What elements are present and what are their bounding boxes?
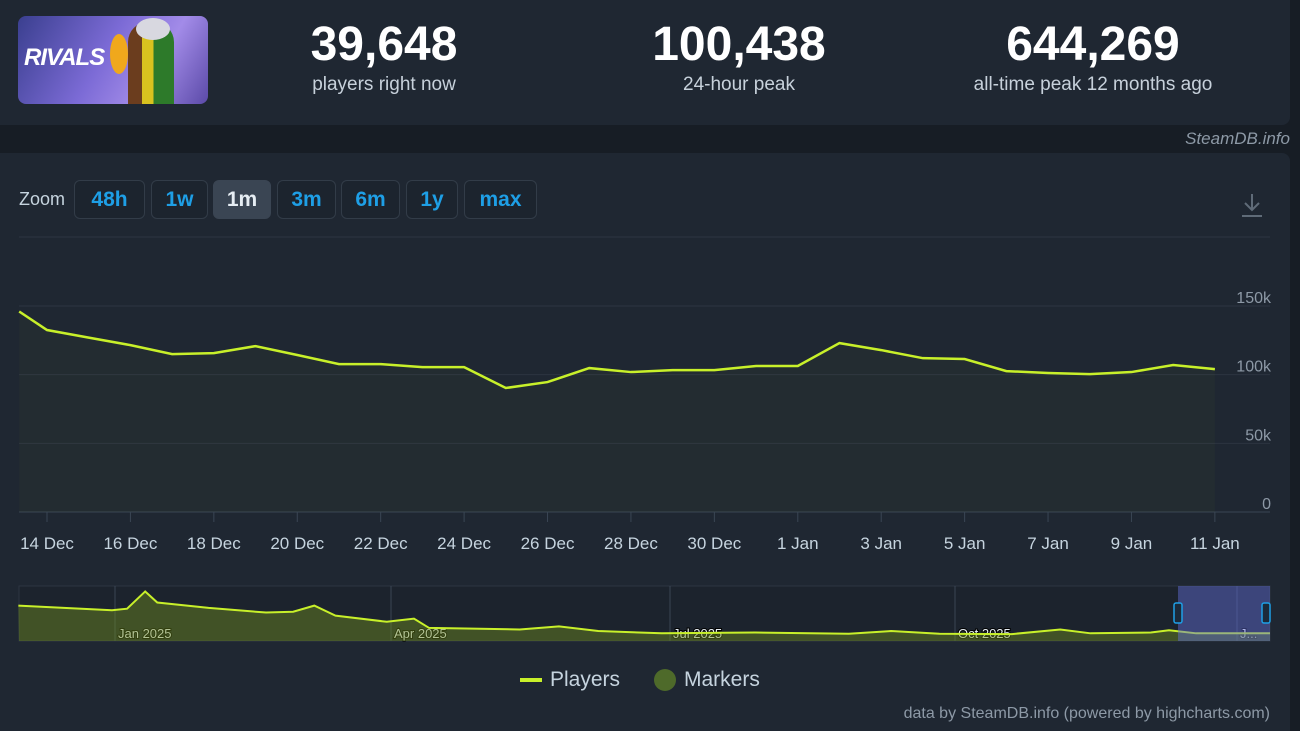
- x-tick-label: 30 Dec: [687, 534, 741, 553]
- y-tick-label: 0: [1262, 496, 1271, 513]
- zoom-label: Zoom: [19, 189, 66, 209]
- banner-art-fire: [110, 34, 128, 74]
- legend-label: Players: [550, 668, 621, 691]
- y-tick-label: 100k: [1236, 359, 1272, 376]
- x-tick-label: 3 Jan: [860, 534, 902, 553]
- x-tick-label: 7 Jan: [1027, 534, 1069, 553]
- legend-markers[interactable]: Markers: [654, 668, 760, 692]
- navigator-selection[interactable]: [1178, 586, 1270, 641]
- x-tick-label: 26 Dec: [521, 534, 575, 553]
- stat-label: 24-hour peak: [683, 74, 795, 95]
- x-tick-label: 14 Dec: [20, 534, 74, 553]
- navigator-area: [18, 591, 1271, 641]
- x-tick-label: 1 Jan: [777, 534, 819, 553]
- zoom-48h-button[interactable]: 48h: [74, 180, 145, 219]
- x-tick-label: 28 Dec: [604, 534, 658, 553]
- x-tick-label: 5 Jan: [944, 534, 986, 553]
- x-tick-label: 22 Dec: [354, 534, 408, 553]
- download-icon[interactable]: [1240, 192, 1264, 218]
- players-area: [19, 311, 1215, 512]
- legend-label: Markers: [684, 668, 760, 691]
- zoom-3m-button[interactable]: 3m: [277, 180, 336, 219]
- stat-value: 100,438: [652, 18, 826, 71]
- x-tick-label: 16 Dec: [103, 534, 157, 553]
- x-tick-label: 20 Dec: [270, 534, 324, 553]
- steamdb-credit[interactable]: SteamDB.info: [1185, 129, 1290, 148]
- stat-value: 39,648: [310, 18, 458, 71]
- banner-art-hair: [136, 18, 170, 40]
- navigator-handle[interactable]: [1261, 602, 1271, 624]
- players-line-icon: [520, 678, 542, 682]
- zoom-1w-button[interactable]: 1w: [151, 180, 208, 219]
- stat-all-time-peak: 644,269 all-time peak 12 months ago: [943, 18, 1243, 96]
- stat-label: players right now: [312, 74, 456, 95]
- markers-dot-icon: [654, 669, 676, 691]
- x-tick-label: 11 Jan: [1190, 534, 1240, 553]
- game-logo: RIVALS: [24, 44, 105, 71]
- navigator-tick-label: Apr 2025: [394, 626, 447, 641]
- stats-header: RIVALS 39,648 players right now 100,438 …: [0, 0, 1290, 125]
- game-banner[interactable]: RIVALS: [18, 16, 208, 104]
- stat-label: all-time peak 12 months ago: [973, 74, 1213, 95]
- zoom-6m-button[interactable]: 6m: [341, 180, 400, 219]
- x-tick-label: 18 Dec: [187, 534, 241, 553]
- y-tick-label: 50k: [1245, 427, 1272, 444]
- stat-24h-peak: 100,438 24-hour peak: [614, 18, 864, 96]
- zoom-1m-button[interactable]: 1m: [213, 180, 271, 219]
- navigator-line: [18, 590, 1270, 636]
- x-tick-label: 9 Jan: [1111, 534, 1153, 553]
- legend-players[interactable]: Players: [520, 668, 620, 692]
- stat-current: 39,648 players right now: [284, 18, 484, 96]
- zoom-1y-button[interactable]: 1y: [406, 180, 458, 219]
- data-credit[interactable]: data by SteamDB.info (powered by highcha…: [903, 705, 1270, 722]
- x-tick-label: 24 Dec: [437, 534, 491, 553]
- y-tick-label: 150k: [1236, 290, 1272, 307]
- navigator-handle[interactable]: [1173, 602, 1183, 624]
- stat-value: 644,269: [1006, 18, 1180, 71]
- players-line: [18, 310, 1216, 390]
- navigator-tick-label: Jan 2025: [118, 626, 172, 641]
- zoom-max-button[interactable]: max: [464, 180, 537, 219]
